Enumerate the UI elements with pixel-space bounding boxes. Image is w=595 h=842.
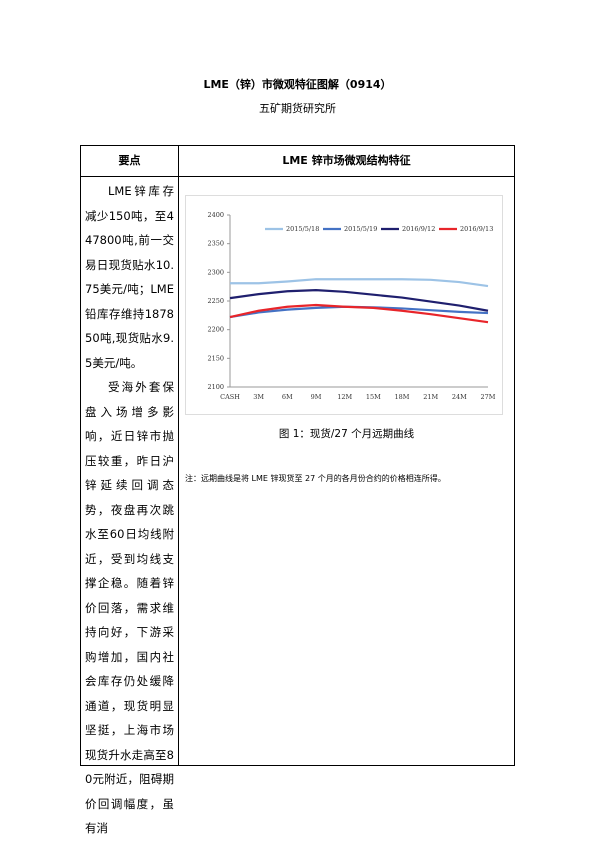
y-tick-label: 2250 (207, 297, 224, 305)
figure-caption: 图 1：现货/27 个月远期曲线 (278, 428, 415, 440)
x-tick-label: CASH (220, 393, 240, 401)
x-tick-label: 21M (423, 393, 438, 401)
note: 注：远期曲线是将 LME 锌现货至 27 个月的各月份合约的价格相连所得。 (185, 474, 446, 483)
chart: 2100 2150 2200 2250 2300 2350 2400 CASH 3M 6M 9M 12… (185, 195, 503, 415)
x-tick-label: 27M (481, 393, 496, 401)
header-cell: 要点 (80, 145, 179, 177)
x-tick-label: 18M (395, 393, 410, 401)
series-line (230, 278, 489, 288)
x-tick-label: 24M (452, 393, 467, 401)
chart-cell (178, 176, 515, 766)
x-tick-label: 3M (253, 393, 264, 401)
legend-label: 2015/5/18 (286, 225, 319, 233)
series-line (229, 303, 489, 324)
header-cell: LME 锌市场微观结构特征 (178, 145, 515, 177)
legend-label: 2015/5/19 (344, 225, 377, 233)
y-tick-label: 2300 (207, 268, 224, 276)
x-tick-label: 12M (337, 393, 352, 401)
y-tick-label: 2200 (207, 326, 224, 334)
y-tick-label: 2350 (207, 240, 224, 248)
y-tick-label: 2150 (207, 354, 224, 362)
y-tick-label: 2100 (207, 383, 224, 391)
legend-label: 2016/9/12 (402, 225, 435, 233)
legend-label: 2016/9/13 (460, 225, 493, 233)
key-points-cell: LME锌库存减少150吨，至447800吨,前一交易日现货贴水10.75美元/吨… (80, 176, 179, 835)
title: LME（锌）市微观特征图解（0914） (203, 78, 392, 91)
subtitle: 五矿期货研究所 (259, 102, 336, 115)
x-tick-label: 9M (311, 393, 322, 401)
y-tick-label: 2400 (207, 211, 224, 219)
series-line (229, 289, 489, 312)
paragraph: 受海外套保盘入场增多影响，近日锌市抛压较重，昨日沪锌延续回调态势，夜盘再次跳水至… (85, 380, 174, 835)
x-tick-label: 6M (282, 393, 293, 401)
x-tick-label: 15M (366, 393, 381, 401)
paragraph: LME锌库存减少150吨，至447800吨,前一交易日现货贴水10.75美元/吨… (85, 184, 174, 370)
